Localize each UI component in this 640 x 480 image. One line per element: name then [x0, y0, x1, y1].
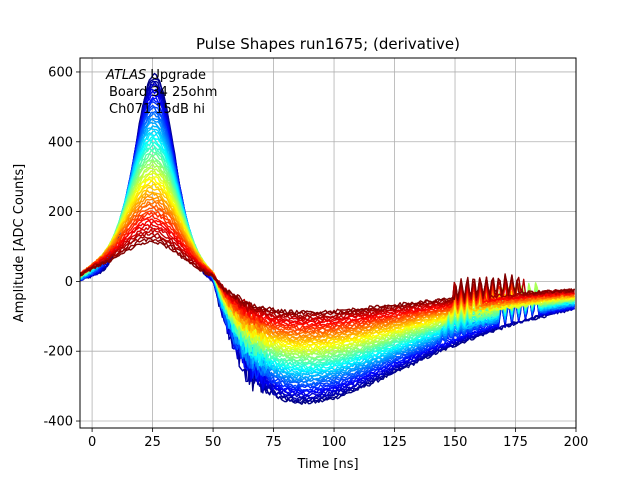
series-line	[80, 214, 575, 328]
series-line	[80, 117, 576, 383]
series-line	[80, 163, 576, 356]
y-tick-label: 200	[48, 205, 73, 220]
series-line	[80, 220, 575, 326]
series-line	[80, 211, 575, 330]
series-line	[80, 152, 575, 362]
y-axis-label: Amplitude [ADC Counts]	[12, 164, 27, 322]
annotation: ATLAS Upgrade Board 34 25ohm Ch071 15dB …	[105, 68, 217, 117]
series-line	[80, 198, 575, 338]
x-tick-label: 50	[205, 435, 222, 450]
annotation-line-3: Ch071 15dB hi	[109, 102, 205, 117]
y-tick-label: 600	[48, 65, 73, 80]
x-tick-label: 150	[443, 435, 468, 450]
annotation-atlas: ATLAS	[105, 68, 146, 83]
x-axis: 0 25 50 75 100 125 150 175 200	[88, 428, 588, 450]
series-line	[80, 240, 576, 315]
x-axis-label: Time [ns]	[296, 457, 358, 472]
x-tick-label: 0	[88, 435, 96, 450]
series-line	[80, 125, 576, 378]
series-line	[80, 137, 576, 370]
annotation-line-1: ATLAS Upgrade	[105, 68, 206, 83]
x-tick-label: 125	[382, 435, 407, 450]
x-tick-label: 25	[144, 435, 161, 450]
x-tick-label: 200	[564, 435, 589, 450]
y-tick-label: 0	[65, 275, 73, 290]
y-tick-label: -200	[43, 345, 73, 360]
x-tick-label: 100	[322, 435, 347, 450]
x-tick-label: 75	[265, 435, 282, 450]
y-axis: -400 -200 0 200 400 600	[43, 65, 80, 430]
series-line	[80, 186, 575, 344]
chart-title: Pulse Shapes run1675; (derivative)	[196, 35, 460, 53]
y-tick-label: -400	[43, 415, 73, 430]
plot-frame	[79, 57, 577, 429]
annotation-line-2: Board 34 25ohm	[109, 85, 217, 100]
x-tick-label: 175	[503, 435, 528, 450]
series-line	[80, 195, 575, 339]
annotation-upgrade: Upgrade	[146, 68, 206, 83]
grid-lines	[80, 58, 577, 428]
series-line	[80, 96, 575, 393]
y-tick-label: 400	[48, 135, 73, 150]
series-group	[80, 72, 576, 405]
